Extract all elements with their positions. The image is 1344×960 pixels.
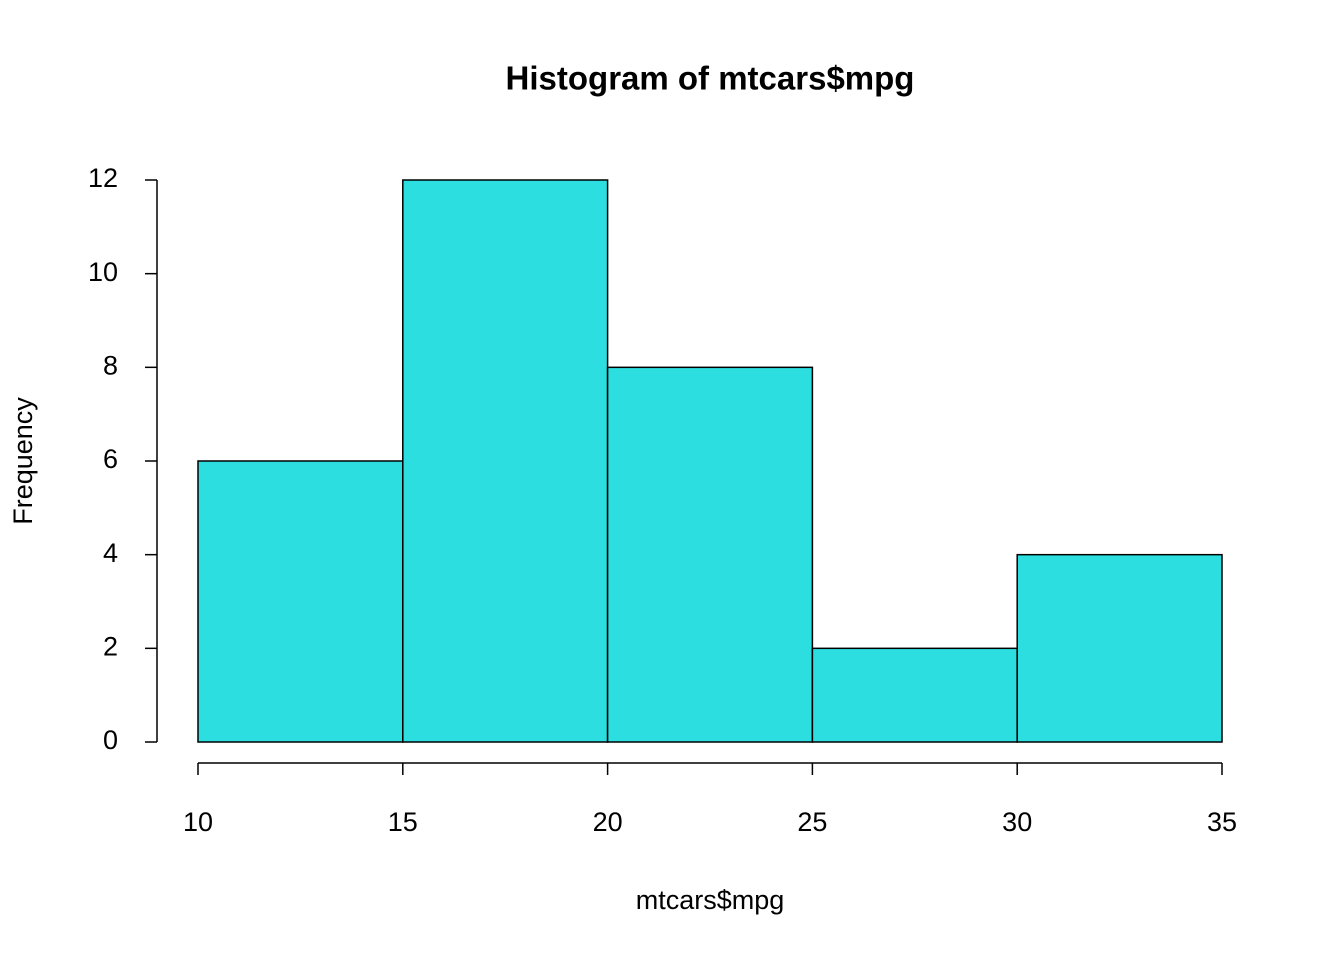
x-tick-label: 25	[797, 807, 827, 837]
y-tick-label: 4	[103, 538, 118, 568]
y-tick-label: 6	[103, 444, 118, 474]
bar	[402, 179, 609, 743]
x-tick-label: 10	[183, 807, 213, 837]
bar	[1016, 553, 1223, 743]
y-tick-label: 10	[88, 257, 118, 287]
x-tick-label: 15	[388, 807, 418, 837]
x-axis-label: mtcars$mpg	[636, 885, 785, 915]
bar	[197, 460, 404, 743]
x-tick-label: 30	[1002, 807, 1032, 837]
y-tick-label: 0	[103, 725, 118, 755]
x-tick-label: 20	[593, 807, 623, 837]
x-tick-label: 35	[1207, 807, 1237, 837]
bar	[811, 647, 1018, 743]
bar	[606, 366, 814, 743]
y-axis-label: Frequency	[8, 397, 38, 525]
y-tick-label: 2	[103, 631, 118, 661]
chart-title: Histogram of mtcars$mpg	[506, 60, 915, 97]
y-tick-label: 8	[103, 350, 118, 380]
y-tick-label: 12	[88, 163, 118, 193]
